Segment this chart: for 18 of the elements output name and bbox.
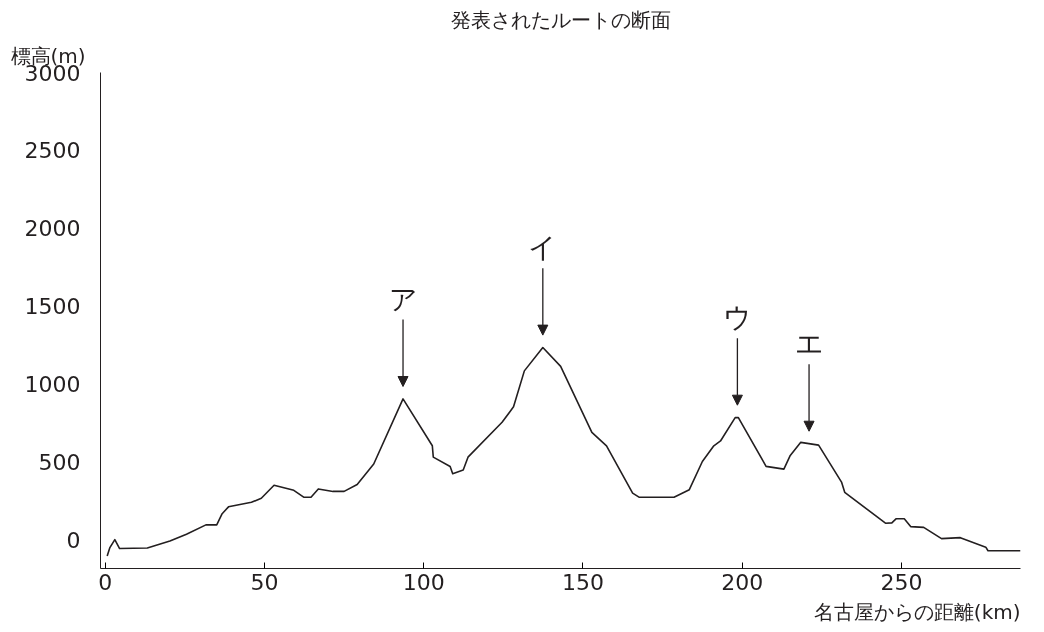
y-tick-label: 1500 xyxy=(24,294,81,320)
x-axis-title: 名古屋からの距離(km) xyxy=(813,599,1021,624)
x-tick-label: 50 xyxy=(250,569,279,595)
annotation: ウ xyxy=(722,301,752,335)
x-tick-label: 200 xyxy=(721,569,764,595)
annotation: ア xyxy=(388,282,418,316)
y-tick-label: 2000 xyxy=(24,216,81,242)
x-tick-label: 250 xyxy=(880,569,923,595)
y-tick-label: 500 xyxy=(38,449,81,475)
annotation: イ xyxy=(528,231,558,265)
y-tick-label: 0 xyxy=(66,527,81,553)
chart-title: 発表されたルートの断面 xyxy=(450,7,671,32)
y-tick-label: 2500 xyxy=(24,138,81,164)
x-tick-label: 100 xyxy=(402,569,445,595)
annotation: エ xyxy=(794,327,824,361)
y-tick-label: 1000 xyxy=(24,371,81,397)
x-tick-label: 0 xyxy=(98,569,113,595)
x-tick-label: 150 xyxy=(561,569,604,595)
